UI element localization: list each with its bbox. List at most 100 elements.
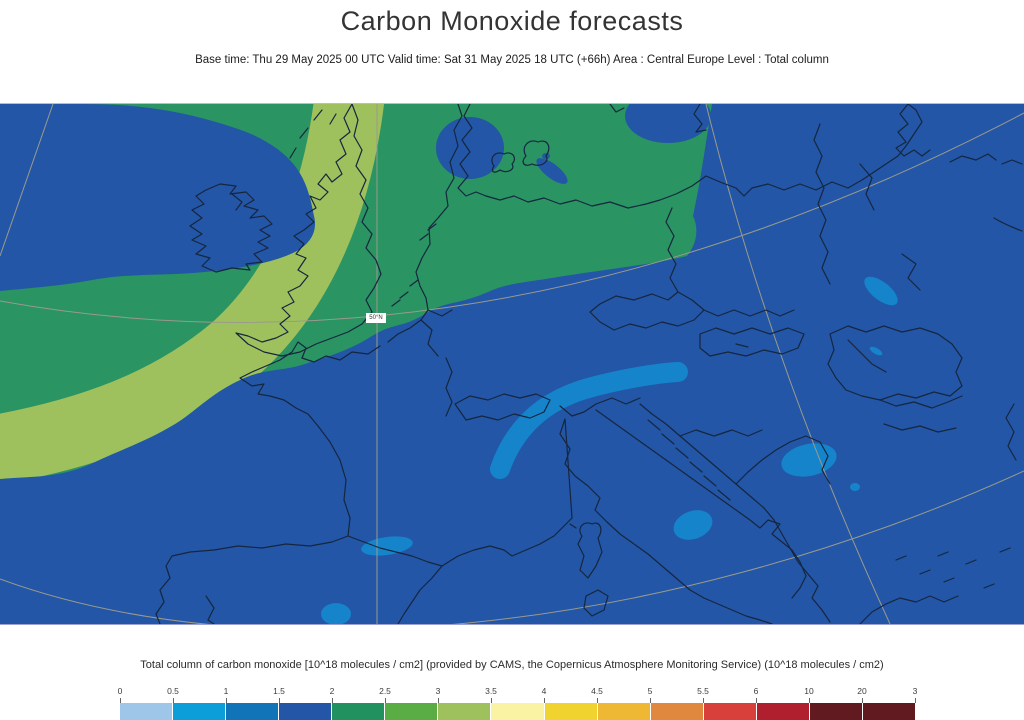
colorbar-tick-label: 3 <box>912 686 918 696</box>
coast-ireland <box>189 183 273 273</box>
page-title: Carbon Monoxide forecasts <box>340 6 684 36</box>
colorbar-tick-mark <box>597 698 598 703</box>
colorbar-tick-label: 0.5 <box>167 686 179 696</box>
colorbar-segment <box>331 703 385 720</box>
colorbar-segment <box>596 703 650 720</box>
graticule <box>0 104 1024 624</box>
colorbar-segment <box>755 703 809 720</box>
coast-italy-west <box>559 418 773 624</box>
border-slovakia-hungary <box>699 309 805 357</box>
coast-black-sea <box>1005 403 1017 461</box>
coast-corsica <box>569 522 603 579</box>
coast-france-med <box>441 517 573 567</box>
colorbar-tick-mark <box>915 698 916 703</box>
colorbar-segment <box>437 703 491 720</box>
colorbar-tick-mark <box>809 698 810 703</box>
coast-zealand <box>522 140 550 166</box>
coast-dalmatian-islands <box>647 419 731 501</box>
colorbar-tick-label: 2 <box>329 686 335 696</box>
colorbar-tick-label: 6 <box>753 686 759 696</box>
legend-caption: Total column of carbon monoxide [10^18 m… <box>140 659 884 671</box>
colorbar-segment <box>490 703 544 720</box>
low-co-pocket-north-sea <box>436 117 504 179</box>
coast-sweden <box>609 104 707 133</box>
low-patch-spain <box>321 603 351 624</box>
coast-jutland-east <box>457 104 487 197</box>
colorbar-tick-label: 20 <box>857 686 867 696</box>
coast-lowcountries-denmark <box>387 104 463 343</box>
coast-hebrides <box>289 109 337 159</box>
coast-sardinia <box>583 589 609 617</box>
border-pyrenees-med <box>347 535 443 624</box>
colorbar-cells <box>120 703 915 720</box>
colorbar-segment <box>120 703 173 720</box>
coast-baltic-ne <box>895 104 1023 232</box>
colorbar-tick-label: 3.5 <box>485 686 497 696</box>
coast-great-britain <box>235 104 382 357</box>
border-ukraine <box>859 163 921 291</box>
colorbar-ticks: 0 0.5 1 1.5 2 2.5 3 3.5 4 4.5 5 5.5 6 10 20 3 <box>117 686 918 703</box>
meridian-east <box>705 104 891 624</box>
coast-baltic-south <box>485 104 923 209</box>
colorbar-tick-mark <box>332 698 333 703</box>
colorbar-tick-mark <box>226 698 227 703</box>
graticule-label: 50°N <box>366 313 386 323</box>
colorbar-segment <box>543 703 597 720</box>
page-subtitle: Base time: Thu 29 May 2025 00 UTC Valid … <box>195 54 829 66</box>
colorbar-tick-mark <box>438 698 439 703</box>
colorbar-tick-mark <box>862 698 863 703</box>
coastlines <box>155 104 1023 624</box>
colorbar-tick-mark <box>385 698 386 703</box>
border-romania <box>827 325 963 401</box>
border-italy-north <box>559 397 641 417</box>
colorbar-segment <box>225 703 279 720</box>
colorbar-tick-label: 3 <box>435 686 441 696</box>
border-balkans <box>679 429 831 485</box>
coast-france-iberia <box>155 341 381 624</box>
border-bulgaria <box>879 395 963 433</box>
plume-inner-details <box>0 104 711 479</box>
colorbar-segment <box>808 703 862 720</box>
parallel-50n <box>0 112 1024 323</box>
co-low-patches <box>321 276 898 624</box>
meridian-west <box>0 104 54 257</box>
border-poland-east <box>813 123 831 285</box>
colorbar-segment <box>172 703 226 720</box>
low-patch-dot <box>850 483 860 491</box>
colorbar-tick-label: 4.5 <box>591 686 603 696</box>
coast-greece-aegean <box>859 547 1011 624</box>
border-switzerland <box>454 393 551 421</box>
border-germany-poland <box>665 207 679 293</box>
colorbar-tick-mark <box>279 698 280 703</box>
low-co-danish-strait <box>536 158 568 184</box>
colorbar-segment <box>384 703 438 720</box>
colorbar-tick-mark <box>650 698 651 703</box>
low-patch-pyrenees <box>361 536 413 556</box>
colorbar-tick-label: 2.5 <box>379 686 391 696</box>
coast-funen <box>491 152 516 173</box>
colorbar: 0 0.5 1 1.5 2 2.5 3 3.5 4 4.5 5 5.5 6 10 20 3 <box>117 686 918 720</box>
colorbar-tick-mark <box>544 698 545 703</box>
colorbar-tick-mark <box>703 698 704 703</box>
colorbar-tick-mark <box>756 698 757 703</box>
colorbar-tick-label: 5 <box>647 686 653 696</box>
colorbar-tick-mark <box>120 698 121 703</box>
colorbar-tick-label: 0 <box>117 686 123 696</box>
coast-frisian-islands <box>391 223 437 307</box>
low-patch-dash <box>869 346 883 356</box>
low-patch-moldova <box>864 276 898 306</box>
colorbar-segment <box>861 703 915 720</box>
colorbar-segment <box>702 703 756 720</box>
colorbar-tick-label: 4 <box>541 686 547 696</box>
forecast-map: 50°N <box>0 103 1024 625</box>
map-canvas <box>0 104 1024 624</box>
colorbar-tick-label: 1 <box>223 686 229 696</box>
colorbar-tick-mark <box>173 698 174 703</box>
colorbar-segment <box>278 703 332 720</box>
low-co-pocket-baltic-north <box>625 104 711 143</box>
low-patch-alps <box>490 362 688 479</box>
border-benelux-germany <box>420 309 453 417</box>
low-patch-tyrrhenian <box>673 510 713 540</box>
colorbar-tick-mark <box>491 698 492 703</box>
